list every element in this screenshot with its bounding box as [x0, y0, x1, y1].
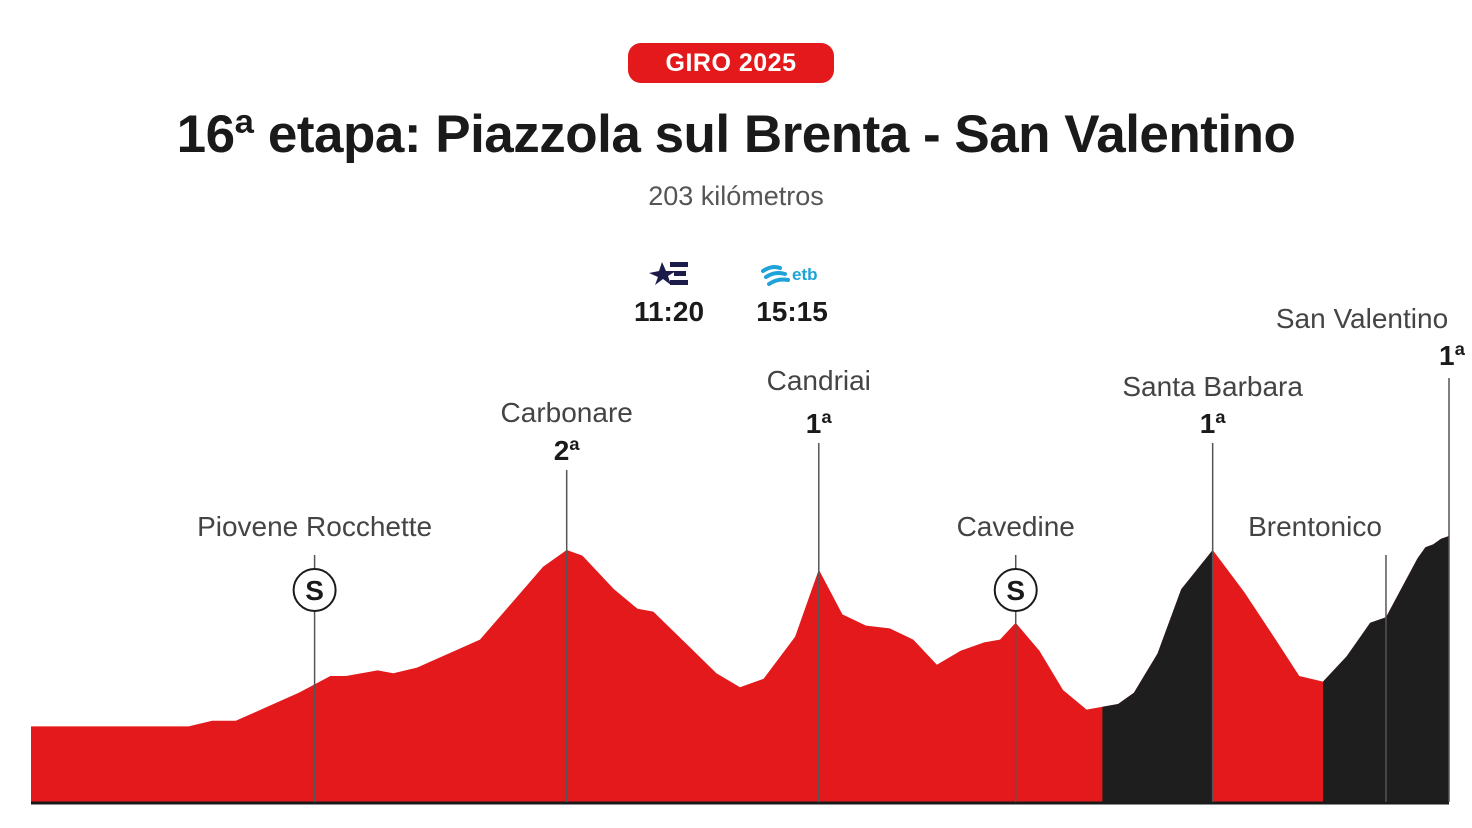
broadcast-time: 15:15: [756, 296, 828, 327]
climb-category: 1ª: [806, 408, 833, 439]
marker-name: San Valentino: [1276, 303, 1448, 334]
marker-name: Cavedine: [957, 511, 1075, 542]
marker-piovene-rocchette: Piovene Rocchette S: [197, 511, 432, 802]
climb-category: 1ª: [1439, 340, 1466, 371]
marker-santa-barbara: Santa Barbara 1ª: [1122, 371, 1303, 802]
sprint-icon: [993, 568, 1038, 612]
event-badge: GIRO 2025: [628, 43, 834, 83]
stage-title: 16ª etapa: Piazzola sul Brenta - San Val…: [176, 105, 1296, 164]
marker-name: Brentonico: [1248, 511, 1382, 542]
sprint-symbol: S: [1006, 575, 1025, 606]
broadcast-eurosport: 11:20: [614, 256, 724, 328]
sprint-icon: [292, 568, 337, 612]
broadcast-etb: etb 15:15: [737, 256, 847, 328]
sprint-symbol: S: [305, 575, 324, 606]
broadcast-time: 11:20: [633, 296, 705, 327]
stage-distance: 203 kilómetros: [648, 181, 824, 211]
profile-area: [31, 536, 1449, 802]
climb-category: 2ª: [554, 435, 581, 466]
etb-logo-text: etb: [792, 265, 818, 284]
eurosport-logo: [614, 256, 724, 292]
marker-name: Candriai: [767, 365, 871, 396]
marker-san-valentino: San Valentino 1ª: [1276, 303, 1466, 802]
marker-candriai: Candriai 1ª: [767, 365, 871, 802]
marker-name: Santa Barbara: [1122, 371, 1303, 402]
marker-cavedine: Cavedine S: [957, 511, 1075, 802]
marker-brentonico: Brentonico: [1248, 511, 1387, 802]
climb-category: 1ª: [1200, 408, 1227, 439]
marker-name: Piovene Rocchette: [197, 511, 432, 542]
climb-segment-1: [1102, 550, 1213, 802]
etb-logo: etb: [737, 256, 847, 292]
marker-name: Carbonare: [501, 397, 633, 428]
marker-carbonare: Carbonare 2ª: [501, 397, 633, 802]
